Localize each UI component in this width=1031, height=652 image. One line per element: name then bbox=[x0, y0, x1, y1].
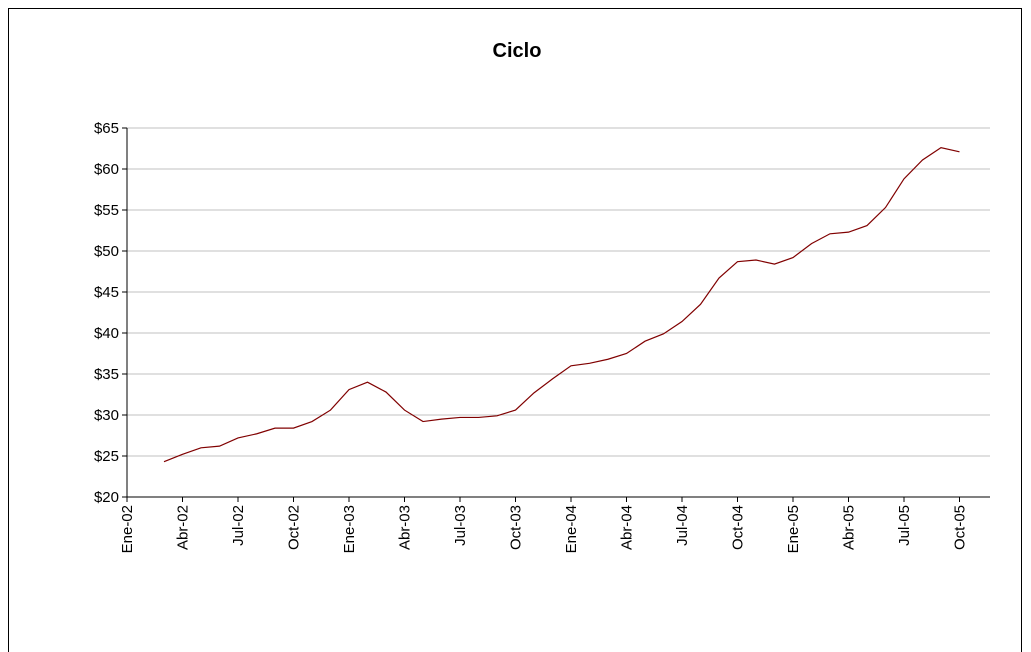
y-tick-label: $60 bbox=[94, 161, 119, 178]
y-tick-label: $40 bbox=[94, 325, 119, 342]
y-tick-label: $55 bbox=[94, 202, 119, 219]
y-tick-label: $20 bbox=[94, 489, 119, 506]
x-tick-label: Abr-04 bbox=[619, 505, 636, 550]
x-tick-label: Ene-02 bbox=[119, 505, 136, 553]
y-tick-label: $65 bbox=[94, 120, 119, 137]
x-tick-label: Jul-02 bbox=[230, 505, 247, 546]
x-tick-label: Oct-04 bbox=[730, 505, 747, 550]
y-tick-label: $30 bbox=[94, 407, 119, 424]
y-tick-label: $25 bbox=[94, 448, 119, 465]
x-tick-label: Ene-04 bbox=[563, 505, 580, 553]
x-tick-label: Jul-03 bbox=[452, 505, 469, 546]
chart-title: Ciclo bbox=[493, 40, 542, 62]
x-tick-label: Abr-02 bbox=[175, 505, 192, 550]
chart-frame bbox=[8, 8, 1022, 652]
x-tick-label: Jul-05 bbox=[896, 505, 913, 546]
y-tick-label: $50 bbox=[94, 243, 119, 260]
x-tick-label: Oct-05 bbox=[952, 505, 969, 550]
x-tick-label: Jul-04 bbox=[674, 505, 691, 546]
price-line bbox=[163, 147, 960, 463]
x-tick-label: Oct-03 bbox=[508, 505, 525, 550]
x-tick-label: Abr-05 bbox=[841, 505, 858, 550]
x-tick-label: Ene-05 bbox=[785, 505, 802, 553]
x-tick-label: Oct-02 bbox=[286, 505, 303, 550]
x-tick-label: Abr-03 bbox=[397, 505, 414, 550]
x-tick-label: Ene-03 bbox=[341, 505, 358, 553]
y-tick-label: $35 bbox=[94, 366, 119, 383]
y-tick-label: $45 bbox=[94, 284, 119, 301]
